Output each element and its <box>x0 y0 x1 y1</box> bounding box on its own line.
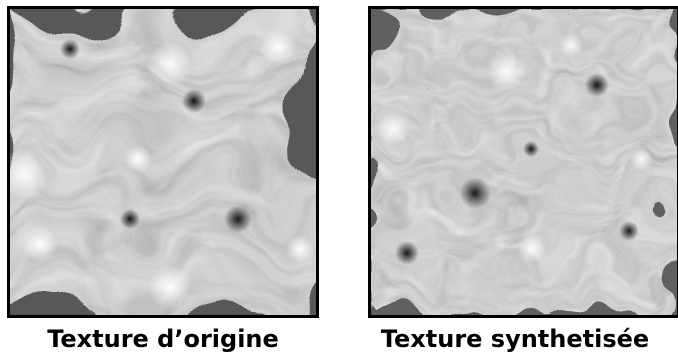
synthesized-texture-caption: Texture synthetisée <box>380 325 650 353</box>
original-texture-caption: Texture d’origine <box>47 325 279 353</box>
original-texture-image <box>7 6 319 318</box>
synthesized-texture-image <box>368 6 678 318</box>
